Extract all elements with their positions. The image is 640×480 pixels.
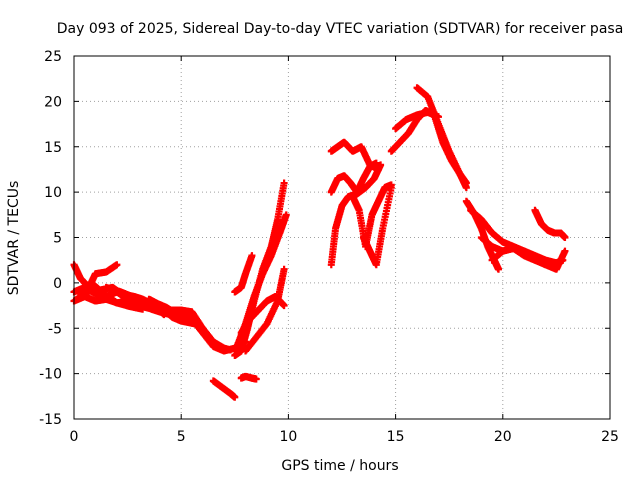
- data-point: [113, 261, 121, 269]
- series-s21: [413, 84, 470, 192]
- data-point: [280, 179, 288, 187]
- y-tick-label: 5: [53, 231, 62, 247]
- data-point: [282, 211, 290, 219]
- y-tick-label: 10: [44, 185, 62, 201]
- data-point: [495, 265, 503, 273]
- grid: [74, 56, 610, 419]
- series-s22: [392, 108, 442, 133]
- data-point: [190, 320, 198, 328]
- series-s26: [531, 206, 569, 241]
- data-point: [377, 161, 385, 169]
- y-tick-label: -10: [39, 367, 62, 383]
- x-tick-label: 10: [279, 429, 297, 445]
- x-tick-label: 20: [494, 429, 512, 445]
- series-s19: [359, 184, 395, 269]
- y-tick-label: 20: [44, 94, 62, 110]
- y-tick-label: -15: [39, 412, 62, 428]
- x-axis-label: GPS time / hours: [281, 458, 398, 474]
- data-point: [462, 184, 470, 192]
- chart-title: Day 093 of 2025, Sidereal Day-to-day VTE…: [57, 21, 624, 37]
- series-s27: [488, 244, 560, 271]
- data-point: [248, 252, 256, 260]
- data-point: [280, 302, 288, 310]
- series-s6: [74, 286, 147, 313]
- y-tick-label: 15: [44, 140, 62, 156]
- plot-frame: [73, 55, 611, 420]
- series-s14: [237, 372, 260, 383]
- y-axis-label: SDTVAR / TECUs: [6, 181, 22, 296]
- data-point: [179, 312, 187, 320]
- x-tick-label: 15: [387, 429, 405, 445]
- data-point: [139, 305, 147, 313]
- x-tick-label: 0: [70, 429, 79, 445]
- y-tick-label: -5: [48, 321, 62, 337]
- series-s7: [145, 295, 187, 320]
- data-series-layer: [70, 84, 569, 401]
- series-s15: [327, 138, 382, 173]
- x-tick-label: 25: [601, 429, 619, 445]
- data-point: [231, 393, 239, 401]
- data-point: [372, 159, 380, 167]
- series-s12: [237, 292, 288, 337]
- x-tick-label: 5: [177, 429, 186, 445]
- data-point: [252, 375, 260, 383]
- data-point: [387, 184, 395, 192]
- data-point: [434, 113, 442, 121]
- y-tick-label: 25: [44, 49, 62, 65]
- y-tick-label: 0: [53, 276, 62, 292]
- data-point: [561, 247, 569, 255]
- data-point: [552, 263, 560, 271]
- data-point: [561, 234, 569, 241]
- series-s13: [209, 377, 239, 401]
- series-s10: [231, 252, 256, 296]
- ticks: 0 5 10 15 20 25 -15 -10 -5 0 5 10 15 20 25: [39, 49, 619, 445]
- data-point: [280, 265, 288, 273]
